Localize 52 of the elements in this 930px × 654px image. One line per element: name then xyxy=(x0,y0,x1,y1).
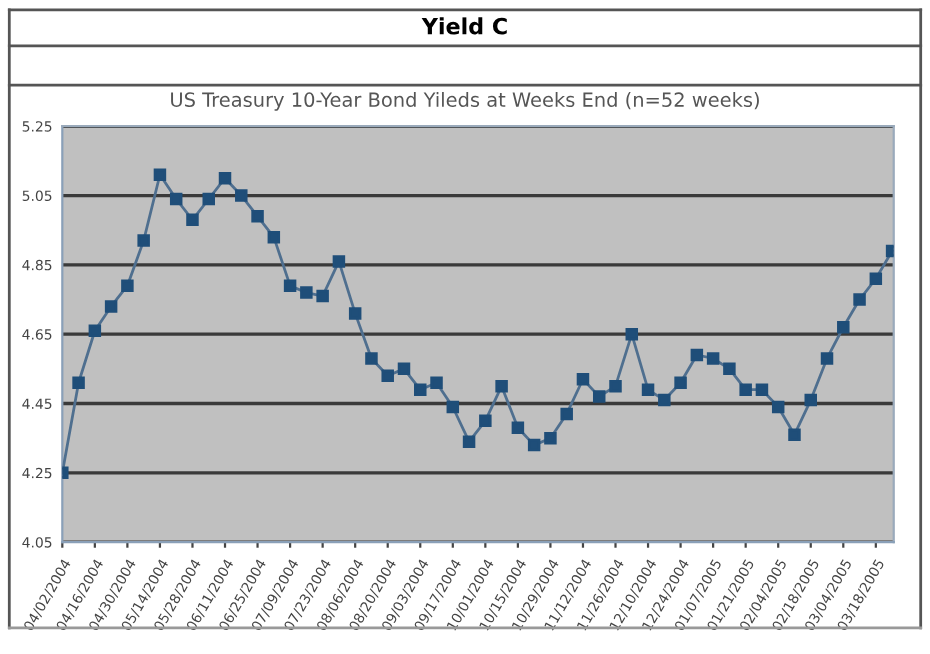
point xyxy=(723,362,736,376)
point xyxy=(104,300,118,313)
point xyxy=(560,407,573,421)
point xyxy=(674,376,687,389)
point xyxy=(316,289,329,303)
point xyxy=(88,324,102,337)
chart-subtitle: US Treasury 10-Year Bond Yileds at Weeks End (n=52 weeks) xyxy=(171,91,759,111)
point xyxy=(511,421,525,435)
point xyxy=(218,171,232,185)
point xyxy=(283,279,297,292)
point xyxy=(788,428,801,441)
point xyxy=(592,390,606,403)
point xyxy=(251,210,264,223)
point xyxy=(739,383,752,396)
point xyxy=(820,352,834,365)
point xyxy=(332,255,346,268)
chart-title: Yield C xyxy=(421,17,507,35)
point xyxy=(641,383,655,396)
point xyxy=(869,272,883,285)
point xyxy=(804,393,817,407)
point xyxy=(837,321,850,334)
point xyxy=(365,352,378,365)
point xyxy=(771,400,785,414)
point xyxy=(235,189,248,202)
point xyxy=(137,234,150,247)
point xyxy=(495,379,508,393)
point xyxy=(544,431,557,445)
point xyxy=(625,327,639,341)
point xyxy=(267,230,281,244)
point xyxy=(706,352,720,365)
point xyxy=(121,279,134,292)
point xyxy=(527,438,541,452)
point xyxy=(690,348,704,362)
point xyxy=(348,307,362,320)
point xyxy=(658,393,671,407)
point xyxy=(755,383,769,396)
point xyxy=(853,293,866,306)
point xyxy=(430,376,443,389)
point xyxy=(446,400,460,414)
point xyxy=(414,383,427,396)
point xyxy=(609,379,622,393)
point xyxy=(300,286,313,299)
point xyxy=(397,362,411,376)
point xyxy=(202,192,215,206)
point xyxy=(186,213,199,227)
point xyxy=(381,369,394,383)
point xyxy=(462,435,476,448)
point xyxy=(479,414,492,428)
point xyxy=(153,168,167,181)
point xyxy=(169,192,183,206)
point xyxy=(72,376,85,389)
point xyxy=(576,373,590,386)
